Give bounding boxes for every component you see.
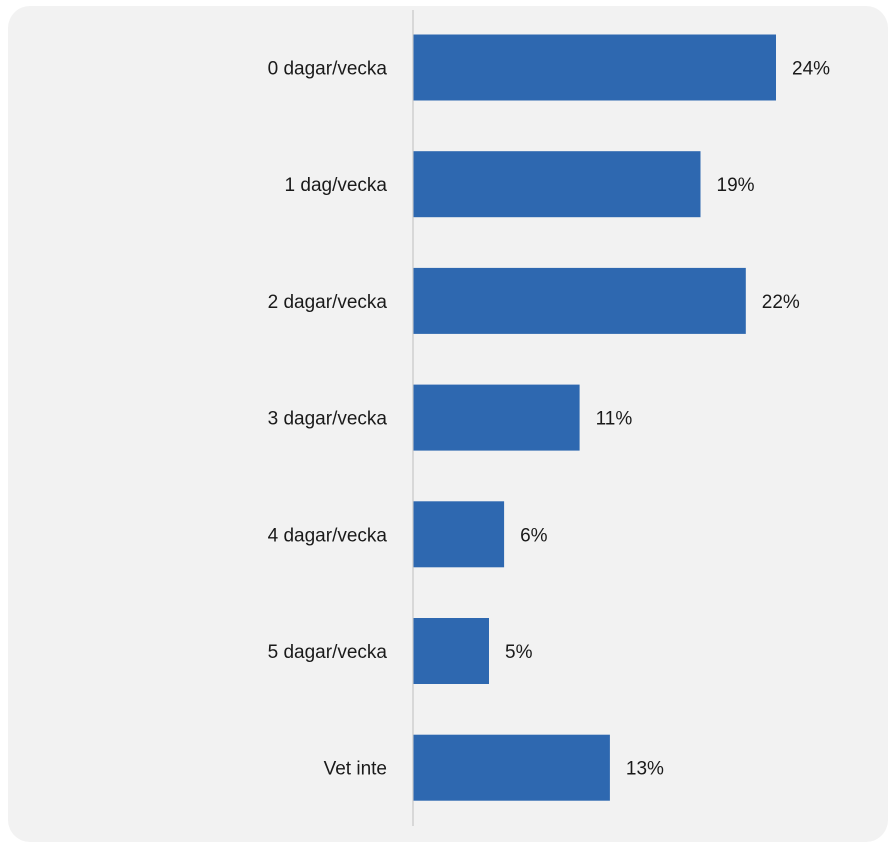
- bar-4: [413, 501, 505, 568]
- category-label-4: 4 dagar/vecka: [268, 525, 388, 546]
- category-label-2: 2 dagar/vecka: [268, 292, 388, 313]
- value-label-5: 5%: [505, 642, 533, 663]
- value-label-0: 24%: [792, 59, 830, 80]
- bar-5: [413, 618, 489, 684]
- bar-2: [413, 267, 746, 334]
- category-label-3: 3 dagar/vecka: [268, 409, 388, 430]
- category-labels-group: 0 dagar/vecka 1 dag/vecka 2 dagar/vecka 3 d…: [268, 59, 388, 780]
- bar-6: [413, 734, 610, 801]
- bar-3: [413, 384, 580, 451]
- value-label-2: 22%: [762, 292, 800, 313]
- value-label-3: 11%: [596, 409, 633, 430]
- bar-1: [413, 151, 701, 218]
- category-label-5: 5 dagar/vecka: [268, 642, 388, 663]
- value-label-6: 13%: [626, 759, 664, 780]
- value-labels-group: 24% 19% 22% 11% 6% 5% 13%: [505, 59, 830, 780]
- category-label-1: 1 dag/vecka: [285, 175, 388, 196]
- bars-group: [413, 34, 776, 801]
- value-label-4: 6%: [520, 525, 548, 546]
- category-label-6: Vet inte: [324, 759, 387, 780]
- bar-0: [413, 34, 776, 101]
- category-label-0: 0 dagar/vecka: [268, 59, 388, 80]
- value-label-1: 19%: [717, 175, 755, 196]
